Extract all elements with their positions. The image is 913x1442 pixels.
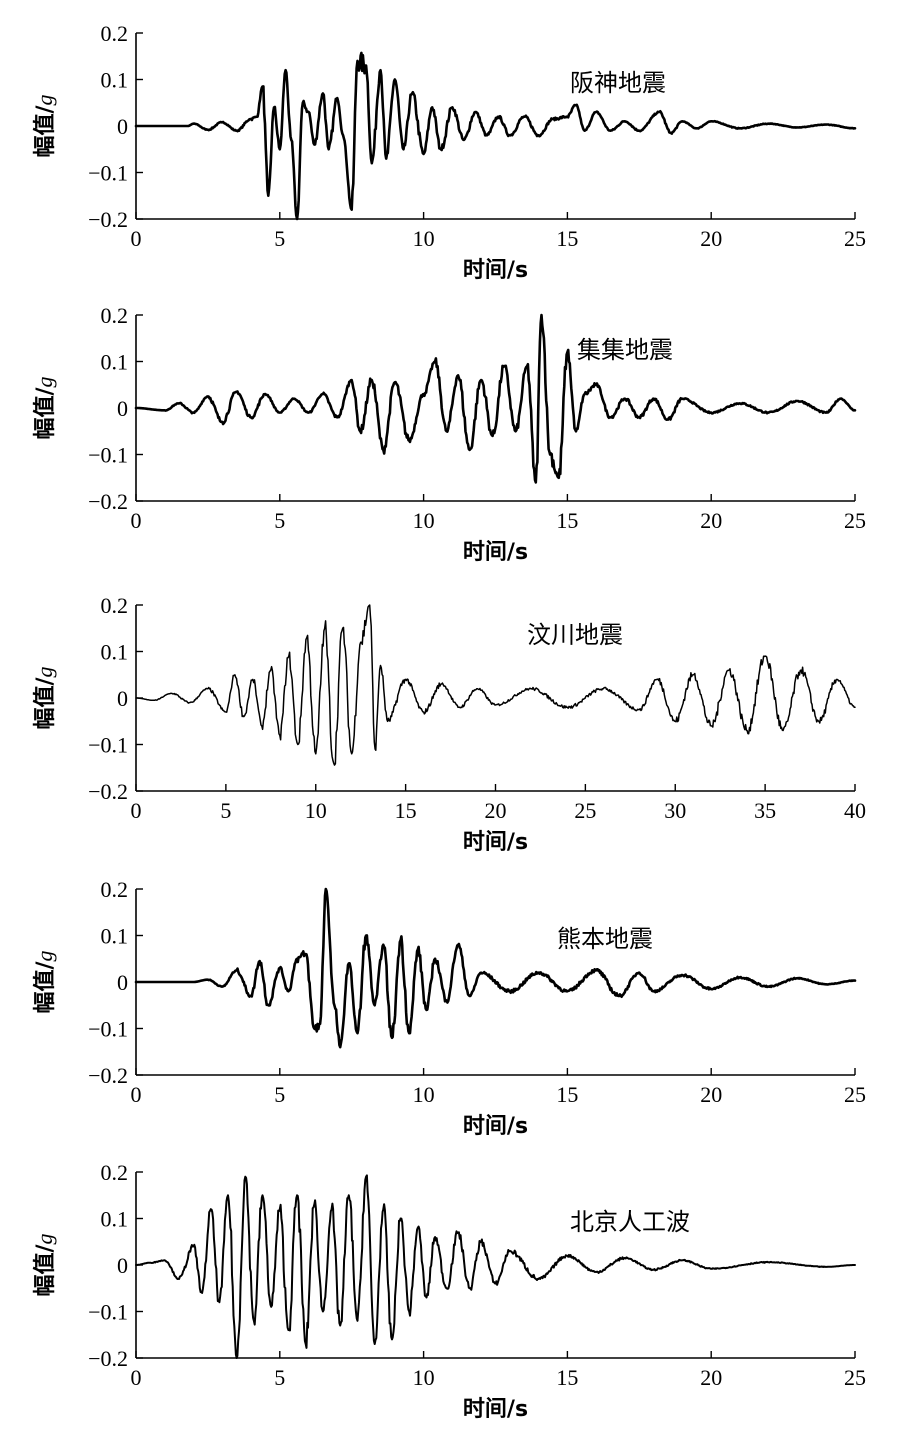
x-tick-label: 15 <box>395 798 417 823</box>
x-axis-label: 时间/s <box>463 540 528 565</box>
x-tick-label: 10 <box>413 226 435 251</box>
y-tick-label: 0.2 <box>101 21 129 46</box>
y-axis-label: 幅值/g <box>32 950 58 1013</box>
y-axis-label: 幅值/g <box>32 666 58 729</box>
x-tick-label: 10 <box>413 508 435 533</box>
waveform-series-line <box>134 51 857 221</box>
x-axis-label: 时间/s <box>463 1397 528 1422</box>
x-tick-label: 15 <box>556 508 578 533</box>
x-tick-label: 20 <box>700 1365 722 1390</box>
y-tick-label: 0.1 <box>101 1207 129 1232</box>
y-tick-label: 0 <box>117 686 128 711</box>
x-tick-label: 25 <box>844 1082 866 1107</box>
y-tick-label: 0.2 <box>101 303 129 328</box>
x-tick-label: 5 <box>274 508 285 533</box>
y-tick-label: −0.1 <box>88 443 128 468</box>
x-tick-label: 0 <box>131 508 142 533</box>
y-tick-label: 0 <box>117 114 128 139</box>
x-tick-label: 25 <box>844 1365 866 1390</box>
x-tick-label: 0 <box>131 798 142 823</box>
chart-panel-3: −0.2 −0.1 0 0.1 0.2 0 5 10 15 20 25 30 35 40 时间/s 幅值/g 汶… <box>32 593 866 855</box>
x-tick-label: 25 <box>574 798 596 823</box>
y-tick-label: 0.1 <box>101 350 129 375</box>
y-axis-label-main: 幅值/ <box>32 677 58 730</box>
x-tick-label: 0 <box>131 1365 142 1390</box>
x-tick-label: 10 <box>413 1365 435 1390</box>
chart-annotation: 汶川地震 <box>527 621 623 649</box>
chart-panel-5: −0.2 −0.1 0 0.1 0.2 0 5 10 15 20 25 时间/s 幅值/g 北京人工波 <box>32 1160 866 1422</box>
x-tick-label: 25 <box>844 508 866 533</box>
y-axis-label: 幅值/g <box>32 94 58 157</box>
y-tick-label: −0.1 <box>88 733 128 758</box>
x-axis-label: 时间/s <box>463 1114 528 1139</box>
x-tick-label: 5 <box>274 1365 285 1390</box>
y-tick-label: 0 <box>117 1253 128 1278</box>
y-tick-label: −0.1 <box>88 1017 128 1042</box>
y-axis-label: 幅值/g <box>32 1233 58 1296</box>
y-tick-label: 0.2 <box>101 1160 129 1185</box>
y-axis-label-unit: g <box>32 1233 57 1244</box>
x-tick-label: 0 <box>131 1082 142 1107</box>
x-tick-label: 15 <box>556 226 578 251</box>
y-axis-label-unit: g <box>32 94 57 105</box>
y-axis-label-unit: g <box>32 950 57 961</box>
y-tick-label: 0.1 <box>101 68 129 93</box>
y-axis-label-unit: g <box>32 376 57 387</box>
x-tick-label: 20 <box>700 1082 722 1107</box>
y-tick-label: −0.2 <box>88 779 128 804</box>
x-tick-label: 30 <box>664 798 686 823</box>
chart-annotation: 北京人工波 <box>570 1208 690 1236</box>
y-tick-label: 0.2 <box>101 593 129 618</box>
x-tick-label: 5 <box>274 1082 285 1107</box>
x-tick-label: 10 <box>413 1082 435 1107</box>
y-tick-label: −0.2 <box>88 489 128 514</box>
y-tick-label: 0 <box>117 396 128 421</box>
waveform-series-line <box>135 604 856 766</box>
y-axis-label-main: 幅值/ <box>32 387 58 440</box>
chart-panel-4: −0.2 −0.1 0 0.1 0.2 0 5 10 15 20 25 时间/s 幅值/g 熊本地震 <box>32 877 866 1139</box>
x-axis-label: 时间/s <box>463 830 528 855</box>
x-tick-label: 20 <box>700 508 722 533</box>
y-tick-label: 0.1 <box>101 640 129 665</box>
y-axis-label-main: 幅值/ <box>32 105 58 158</box>
x-tick-label: 20 <box>700 226 722 251</box>
y-tick-label: −0.1 <box>88 161 128 186</box>
chart-annotation: 熊本地震 <box>557 925 653 953</box>
y-tick-label: −0.2 <box>88 1346 128 1371</box>
x-tick-label: 20 <box>485 798 507 823</box>
y-tick-label: 0.1 <box>101 924 129 949</box>
chart-annotation: 集集地震 <box>577 336 673 364</box>
y-tick-label: −0.2 <box>88 1063 128 1088</box>
chart-panels: −0.2−0.100.10.20 5 10 15 20 25时间/s幅值/g阪神地震−0.… <box>32 21 866 1422</box>
y-tick-label: −0.2 <box>88 207 128 232</box>
chart-panel-2: −0.2 −0.1 0 0.1 0.2 0 5 10 15 20 25 时间/s 幅值/g 集集地震 <box>32 303 866 565</box>
x-tick-label: 5 <box>220 798 231 823</box>
x-tick-label: 0 <box>131 226 142 251</box>
x-tick-label: 25 <box>844 226 866 251</box>
x-tick-label: 40 <box>844 798 866 823</box>
y-axis-label-main: 幅值/ <box>32 961 58 1014</box>
chart-annotation: 阪神地震 <box>570 69 666 97</box>
waveform-series-line <box>134 887 857 1049</box>
y-tick-label: 0 <box>117 970 128 995</box>
chart-panel-1: −0.2 −0.1 0 0.1 0.2 0 5 10 15 20 25 时间/s 幅值/g 阪神地震 <box>32 21 866 283</box>
waveform-series-line <box>135 1174 856 1359</box>
y-tick-label: 0.2 <box>101 877 129 902</box>
y-axis-label: 幅值/g <box>32 376 58 439</box>
y-tick-label: −0.1 <box>88 1300 128 1325</box>
x-tick-label: 15 <box>556 1365 578 1390</box>
x-tick-label: 35 <box>754 798 776 823</box>
y-axis-label-unit: g <box>32 666 57 677</box>
x-axis-label: 时间/s <box>463 258 528 283</box>
x-tick-label: 15 <box>556 1082 578 1107</box>
waveform-series-line <box>134 313 857 484</box>
y-axis-label-main: 幅值/ <box>32 1244 58 1297</box>
x-tick-label: 5 <box>274 226 285 251</box>
x-tick-label: 10 <box>305 798 327 823</box>
